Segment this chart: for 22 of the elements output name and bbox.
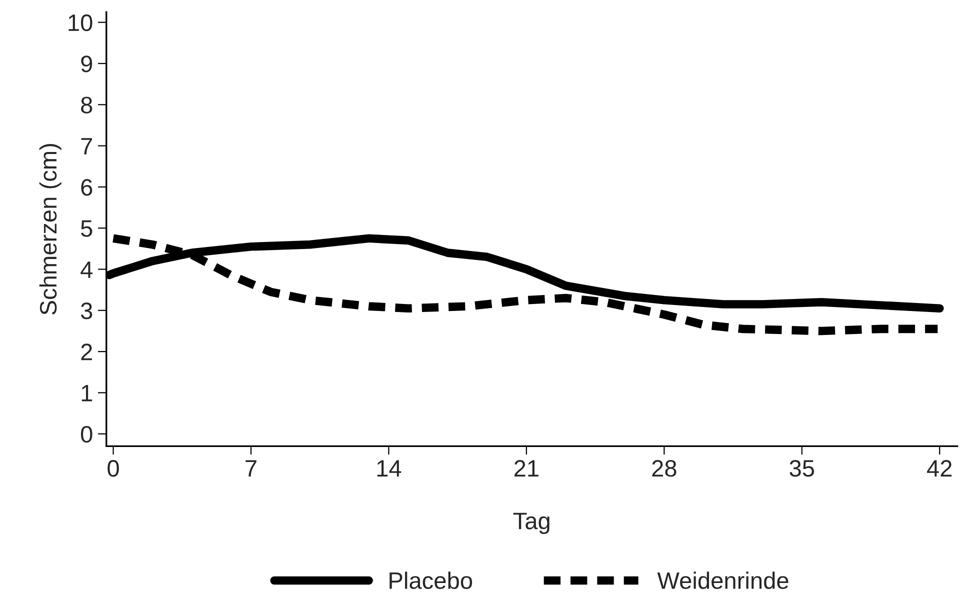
legend-label: Weidenrinde (657, 572, 788, 590)
x-tick-label: 0 (108, 460, 119, 477)
y-tick-label: 9 (81, 56, 92, 72)
legend-label: Placebo (390, 572, 472, 590)
x-axis-title: Tag (513, 512, 550, 534)
x-tick-label: 7 (246, 460, 256, 477)
y-axis-title: Schmerzen (cm) (39, 144, 62, 315)
y-tick-label: 3 (80, 302, 92, 320)
x-tick-label: 28 (652, 460, 676, 477)
y-tick-label: 2 (81, 344, 92, 360)
x-tick-label: 14 (377, 460, 402, 477)
y-tick-label: 8 (81, 96, 92, 114)
x-tick-label: 42 (927, 460, 952, 477)
y-tick-label: 7 (81, 138, 92, 154)
x-tick-label: 21 (514, 460, 538, 477)
y-tick-label: 5 (80, 220, 92, 237)
y-tick-label: 6 (81, 179, 92, 196)
x-tick-label: 35 (790, 460, 814, 477)
y-tick-label: 10 (68, 14, 92, 32)
y-tick-label: 1 (82, 385, 92, 402)
y-tick-label: 0 (80, 426, 92, 443)
y-tick-label: 4 (80, 262, 92, 278)
